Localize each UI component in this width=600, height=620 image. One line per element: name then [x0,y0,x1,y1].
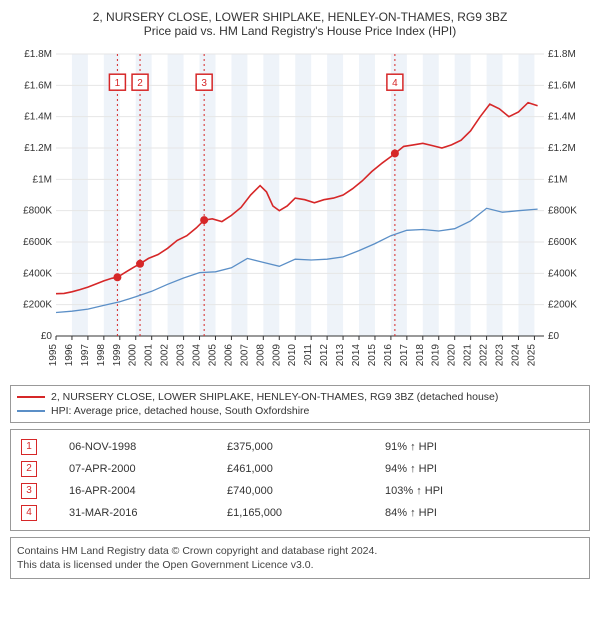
svg-text:1999: 1999 [112,344,123,367]
sale-vs-hpi: 103% ↑ HPI [381,480,583,502]
sale-vs-hpi: 84% ↑ HPI [381,502,583,524]
svg-text:2017: 2017 [399,344,410,367]
svg-text:£400K: £400K [548,268,577,279]
svg-text:£800K: £800K [23,206,52,217]
svg-text:1997: 1997 [80,344,91,367]
svg-text:1996: 1996 [64,344,75,367]
svg-text:2007: 2007 [239,344,250,367]
svg-text:£1.2M: £1.2M [548,143,576,154]
sales-table: 1 06-NOV-1998£375,00091% ↑ HPI 2 07-APR-200… [10,429,590,531]
sale-vs-hpi: 91% ↑ HPI [381,436,583,458]
svg-text:£1M: £1M [548,174,567,185]
sale-price: £740,000 [223,480,381,502]
sale-date: 31-MAR-2016 [65,502,223,524]
svg-text:2015: 2015 [367,344,378,367]
table-row: 3 16-APR-2004£740,000103% ↑ HPI [17,480,583,502]
svg-text:£1M: £1M [33,174,52,185]
svg-text:2000: 2000 [128,344,139,367]
attribution-footer: Contains HM Land Registry data © Crown c… [10,537,590,579]
svg-text:2011: 2011 [303,344,314,366]
svg-text:3: 3 [201,78,207,89]
table-row: 1 06-NOV-1998£375,00091% ↑ HPI [17,436,583,458]
title-line-1: 2, NURSERY CLOSE, LOWER SHIPLAKE, HENLEY… [10,10,590,24]
svg-text:£200K: £200K [23,300,52,311]
line-chart: £0 £0 £200K £200K £400K £400K £600K £600K £800K £… [10,46,590,379]
title-line-2: Price paid vs. HM Land Registry's House … [10,24,590,38]
footer-line: This data is licensed under the Open Gov… [17,558,583,572]
svg-text:4: 4 [392,78,398,89]
legend-item: 2, NURSERY CLOSE, LOWER SHIPLAKE, HENLEY… [17,390,583,404]
svg-text:1: 1 [115,78,121,89]
svg-text:2014: 2014 [351,344,362,367]
svg-text:£1.4M: £1.4M [548,112,576,123]
sale-badge: 3 [21,483,37,499]
table-row: 2 07-APR-2000£461,00094% ↑ HPI [17,458,583,480]
svg-text:£0: £0 [41,331,53,342]
svg-text:2006: 2006 [223,344,234,367]
svg-text:2023: 2023 [495,344,506,367]
svg-text:2019: 2019 [431,344,442,367]
legend-swatch [17,396,45,398]
svg-text:2005: 2005 [207,344,218,367]
svg-text:2004: 2004 [192,344,203,367]
svg-text:£600K: £600K [548,237,577,248]
svg-text:2002: 2002 [160,344,171,367]
svg-text:2018: 2018 [415,344,426,367]
sale-price: £1,165,000 [223,502,381,524]
sale-date: 07-APR-2000 [65,458,223,480]
svg-text:£1.6M: £1.6M [548,80,576,91]
svg-text:£1.8M: £1.8M [548,49,576,60]
svg-text:£1.8M: £1.8M [24,49,52,60]
sale-price: £375,000 [223,436,381,458]
sale-badge: 2 [21,461,37,477]
svg-text:2020: 2020 [447,344,458,367]
sale-badge: 1 [21,439,37,455]
svg-text:2025: 2025 [526,344,537,367]
sale-price: £461,000 [223,458,381,480]
svg-text:£1.6M: £1.6M [24,80,52,91]
svg-text:2021: 2021 [463,344,474,367]
svg-text:2008: 2008 [255,344,266,367]
sale-badge: 4 [21,505,37,521]
table-row: 4 31-MAR-2016£1,165,00084% ↑ HPI [17,502,583,524]
svg-text:2012: 2012 [319,344,330,367]
svg-text:2: 2 [137,78,143,89]
svg-text:£200K: £200K [548,300,577,311]
svg-text:2013: 2013 [335,344,346,367]
sale-vs-hpi: 94% ↑ HPI [381,458,583,480]
svg-text:2003: 2003 [176,344,187,367]
svg-text:£0: £0 [548,331,560,342]
svg-text:2010: 2010 [287,344,298,367]
svg-text:1995: 1995 [48,344,59,367]
svg-text:2024: 2024 [510,344,521,367]
svg-text:£1.4M: £1.4M [24,112,52,123]
svg-text:£400K: £400K [23,268,52,279]
svg-text:2022: 2022 [479,344,490,367]
svg-text:1998: 1998 [96,344,107,367]
chart-title-block: 2, NURSERY CLOSE, LOWER SHIPLAKE, HENLEY… [10,10,590,38]
legend: 2, NURSERY CLOSE, LOWER SHIPLAKE, HENLEY… [10,385,590,423]
sale-date: 16-APR-2004 [65,480,223,502]
sale-date: 06-NOV-1998 [65,436,223,458]
svg-text:£1.2M: £1.2M [24,143,52,154]
legend-label: HPI: Average price, detached house, Sout… [51,405,309,417]
legend-item: HPI: Average price, detached house, Sout… [17,404,583,418]
chart-svg: £0 £0 £200K £200K £400K £400K £600K £600K £800K £… [10,46,590,376]
legend-label: 2, NURSERY CLOSE, LOWER SHIPLAKE, HENLEY… [51,391,498,403]
footer-line: Contains HM Land Registry data © Crown c… [17,544,583,558]
svg-text:2009: 2009 [271,344,282,367]
svg-text:£800K: £800K [548,206,577,217]
svg-text:2001: 2001 [144,344,155,367]
svg-text:£600K: £600K [23,237,52,248]
legend-swatch [17,410,45,412]
svg-text:2016: 2016 [383,344,394,367]
